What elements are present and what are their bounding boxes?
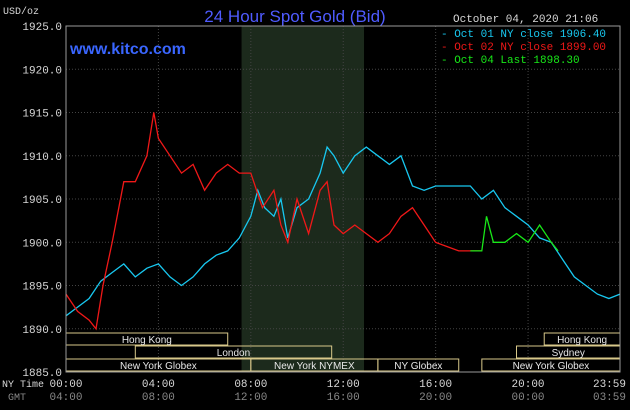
x-tick-label-ny: 16:00 [419,379,452,391]
legend-entry: - Oct 01 NY close 1906.40 [441,29,606,41]
session-label: Hong Kong [122,335,172,346]
x-tick-label-ny: 23:59 [593,379,626,391]
x-tick-label-gmt: 08:00 [142,392,175,404]
x-tick-label-gmt: 20:00 [419,392,452,404]
y-tick-label: 1925.0 [22,22,62,34]
session-box [377,358,460,372]
frame-layer [65,25,621,373]
plot-frame [65,25,621,373]
x-tick-label-gmt: 16:00 [327,392,360,404]
legend: - Oct 01 NY close 1906.40- Oct 02 NY clo… [441,29,606,67]
x-tick-label-gmt: 00:00 [512,392,545,404]
session-label: NY Globex [394,361,442,372]
axis-layer: 1885.0 1890.0 1895.0 1900.0 1905.0 1910.0 1915… [22,22,626,404]
session-label: London [217,348,250,359]
session-label: New York Globex [513,361,590,372]
session-label: New York NYMEX [274,361,355,372]
series-line-3 [470,216,559,252]
y-tick-label: 1890.0 [22,325,62,337]
series-line-2 [65,112,482,331]
chart-title: 24 Hour Spot Gold (Bid) [204,7,385,26]
y-tick-label: 1885.0 [22,368,62,380]
legend-entry: - Oct 04 Last 1898.30 [441,55,580,67]
session-label: Hong Kong [557,335,607,346]
session-label: Sydney [552,348,585,359]
x-tick-label-gmt: 12:00 [234,392,267,404]
x-tick-label-ny: 00:00 [49,379,82,391]
y-tick-label: 1915.0 [22,109,62,121]
x-row-label-gmt: GMT [8,393,26,404]
y-tick-label: 1910.0 [22,152,62,164]
date-label: October 04, 2020 21:06 [453,14,598,26]
y-tick-label: 1920.0 [22,65,62,77]
y-tick-label: 1900.0 [22,238,62,250]
series-layer [65,112,621,331]
y-tick-label: 1895.0 [22,282,62,294]
y-unit-label: USD/oz [3,6,39,18]
session-label: New York Globex [120,361,197,372]
y-tick-label: 1905.0 [22,195,62,207]
x-tick-label-gmt: 03:59 [593,392,626,404]
x-tick-label-ny: 12:00 [327,379,360,391]
x-tick-label-gmt: 04:00 [49,392,82,404]
watermark: www.kitco.com [69,41,186,58]
series-line-1 [65,145,621,317]
session-box [134,345,333,359]
x-tick-label-ny: 08:00 [234,379,267,391]
x-tick-label-ny: 04:00 [142,379,175,391]
x-tick-label-ny: 20:00 [512,379,545,391]
x-row-label-ny: NY Time [2,379,44,391]
legend-entry: - Oct 02 NY close 1899.00 [441,42,606,54]
